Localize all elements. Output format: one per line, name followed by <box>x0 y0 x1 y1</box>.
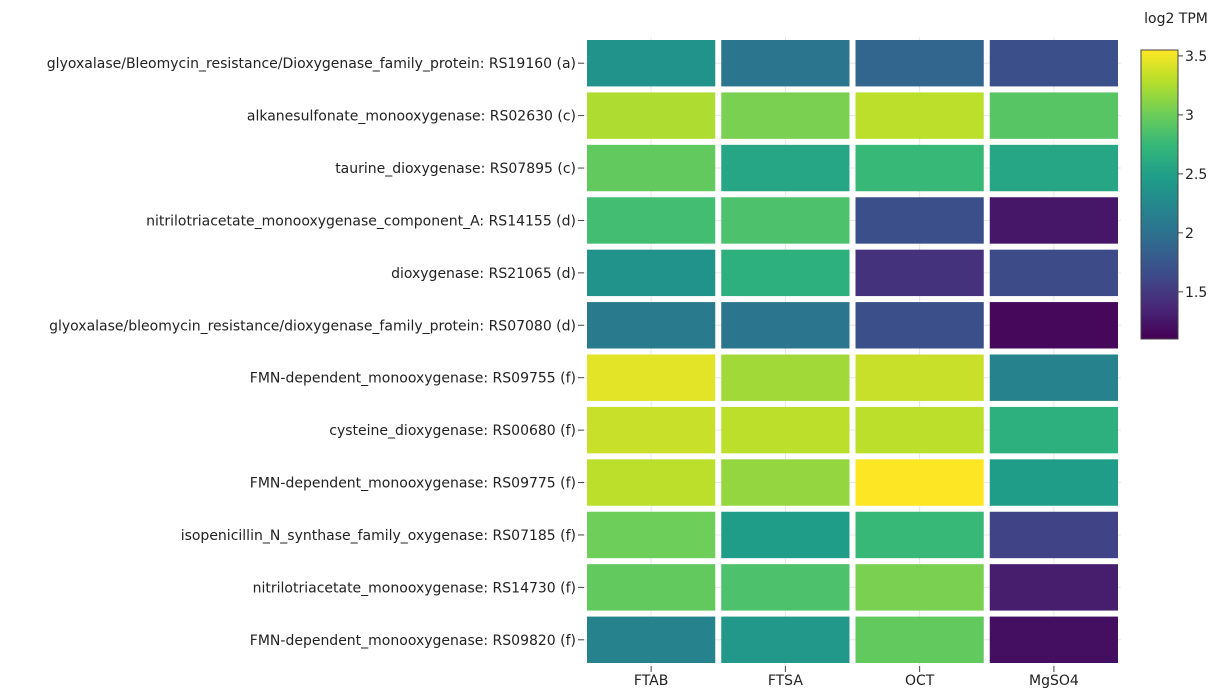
row-label: taurine_dioxygenase: RS07895 (c) <box>335 161 576 177</box>
column-labels: FTAB FTSA OCT MgSO4 <box>634 666 1079 689</box>
heatmap-cell <box>721 406 850 454</box>
heatmap-cell <box>587 40 716 87</box>
row-labels: glyoxalase/Bleomycin_resistance/Dioxygen… <box>47 56 584 649</box>
heatmap-cell <box>587 406 716 454</box>
row-label: alkanesulfonate_monooxygenase: RS02630 (… <box>247 109 576 125</box>
row-label: glyoxalase/bleomycin_resistance/dioxygen… <box>49 318 576 334</box>
heatmap-cell <box>587 354 716 401</box>
heatmap-cell <box>989 354 1118 401</box>
colorbar-tick-label: 3.5 <box>1185 49 1207 65</box>
heatmap-cell <box>989 302 1118 349</box>
heatmap-cell <box>855 406 984 454</box>
heatmap-cell <box>587 144 716 192</box>
heatmap-cell <box>989 511 1118 559</box>
heatmap-cell <box>989 564 1118 611</box>
heatmap-cell <box>721 564 850 611</box>
heatmap-cell <box>855 40 984 87</box>
heatmap-cell <box>989 40 1118 87</box>
heatmap-cell <box>855 616 984 663</box>
heatmap-cell <box>855 249 984 297</box>
heatmap-cell <box>855 354 984 401</box>
heatmap-cell <box>721 459 850 506</box>
heatmap-cell <box>721 197 850 244</box>
colorbar-title: log2 TPM <box>1144 11 1208 27</box>
heatmap-grid <box>584 37 1121 666</box>
heatmap-cell <box>989 144 1118 192</box>
row-label: nitrilotriacetate_monooxygenase: RS14730… <box>253 580 576 596</box>
heatmap-cell <box>587 511 716 559</box>
column-label: FTAB <box>634 673 668 689</box>
heatmap-cell <box>855 459 984 506</box>
heatmap-cell <box>587 616 716 663</box>
colorbar-tick-label: 1.5 <box>1185 285 1207 301</box>
heatmap-cell <box>721 144 850 192</box>
heatmap-cell <box>855 511 984 559</box>
heatmap-cell <box>855 302 984 349</box>
heatmap-cell <box>989 459 1118 506</box>
column-label: FTSA <box>768 673 804 689</box>
heatmap-cell <box>721 511 850 559</box>
colorbar: log2 TPM 1.5 2 2.5 3 3.5 <box>1140 11 1208 340</box>
row-label: FMN-dependent_monooxygenase: RS09755 (f) <box>250 371 576 387</box>
colorbar-ticks: 1.5 2 2.5 3 3.5 <box>1178 49 1207 301</box>
colorbar-gradient <box>1140 49 1179 340</box>
heatmap-cell <box>989 406 1118 454</box>
column-label: MgSO4 <box>1029 673 1079 689</box>
row-label: cysteine_dioxygenase: RS00680 (f) <box>329 423 576 439</box>
heatmap-cell <box>855 564 984 611</box>
row-label: dioxygenase: RS21065 (d) <box>391 266 576 282</box>
heatmap-cell <box>855 197 984 244</box>
heatmap-cell <box>721 92 850 139</box>
heatmap-cell <box>721 354 850 401</box>
column-label: OCT <box>905 673 935 689</box>
row-label: isopenicillin_N_synthase_family_oxygenas… <box>181 528 576 544</box>
heatmap-cell <box>855 144 984 192</box>
heatmap-cell <box>721 616 850 663</box>
row-label: FMN-dependent_monooxygenase: RS09820 (f) <box>250 633 576 649</box>
heatmap-cell <box>855 92 984 139</box>
colorbar-tick-label: 3 <box>1185 108 1194 124</box>
heatmap-cell <box>587 249 716 297</box>
heatmap-cell <box>989 92 1118 139</box>
row-label: glyoxalase/Bleomycin_resistance/Dioxygen… <box>47 56 576 72</box>
heatmap-cell <box>989 616 1118 663</box>
row-label: FMN-dependent_monooxygenase: RS09775 (f) <box>250 476 576 492</box>
heatmap-cell <box>587 564 716 611</box>
heatmap-cell <box>989 249 1118 297</box>
heatmap-cell <box>721 40 850 87</box>
heatmap-cell <box>587 302 716 349</box>
heatmap-cell <box>587 459 716 506</box>
row-label: nitrilotriacetate_monooxygenase_componen… <box>146 213 576 229</box>
heatmap-cell <box>989 197 1118 244</box>
colorbar-tick-label: 2.5 <box>1185 167 1207 183</box>
colorbar-tick-label: 2 <box>1185 226 1194 242</box>
heatmap-cell <box>721 249 850 297</box>
heatmap-cell <box>721 302 850 349</box>
heatmap-cell <box>587 92 716 139</box>
heatmap-cell <box>587 197 716 244</box>
